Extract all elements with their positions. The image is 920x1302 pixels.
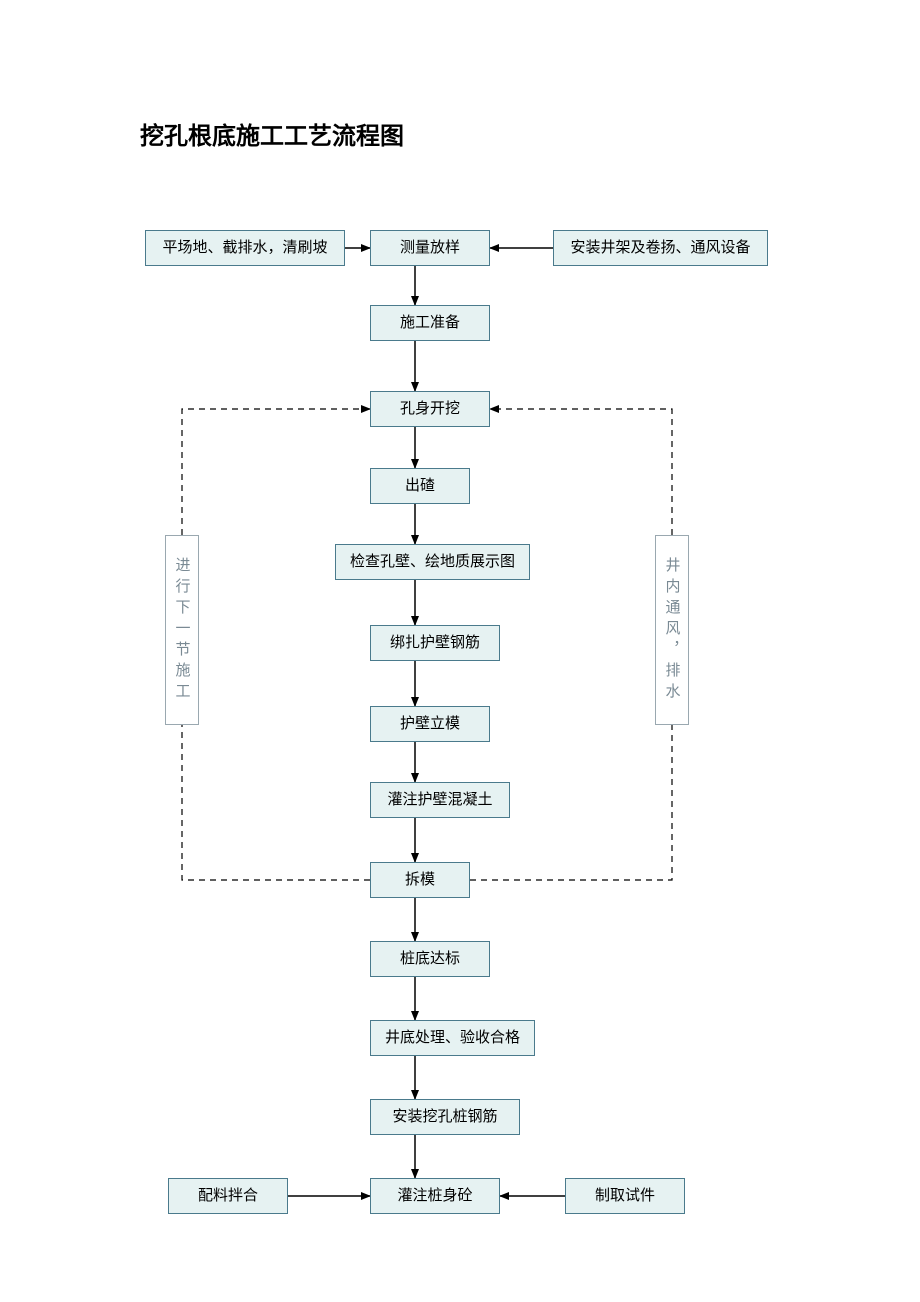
flow-node-n_remove: 出碴 <box>370 468 470 504</box>
flow-node-n_rebar: 绑扎护壁钢筋 <box>370 625 500 661</box>
flow-node-n_inspect: 井底处理、验收合格 <box>370 1020 535 1056</box>
flow-node-n_install: 安装挖孔桩钢筋 <box>370 1099 520 1135</box>
flow-node-n_sample: 制取试件 <box>565 1178 685 1214</box>
flow-node-n_pour_wall: 灌注护壁混凝土 <box>370 782 510 818</box>
flow-node-n_bottom: 桩底达标 <box>370 941 490 977</box>
flow-node-n_right_top: 安装井架及卷扬、通风设备 <box>553 230 768 266</box>
flow-node-n_pour_body: 灌注桩身砼 <box>370 1178 500 1214</box>
flow-node-n_strip: 拆模 <box>370 862 470 898</box>
side-label-side_left: 进行下一节施工 <box>165 535 199 725</box>
flow-node-n_left_top: 平场地、截排水，清刷坡 <box>145 230 345 266</box>
flow-node-n_formwork: 护壁立模 <box>370 706 490 742</box>
flow-node-n_prepare: 施工准备 <box>370 305 490 341</box>
side-label-side_right: 井内通风，排水 <box>655 535 689 725</box>
flow-node-n_mix: 配料拌合 <box>168 1178 288 1214</box>
flow-node-n_excavate: 孔身开挖 <box>370 391 490 427</box>
flow-node-n_measure: 测量放样 <box>370 230 490 266</box>
flow-node-n_check: 检查孔壁、绘地质展示图 <box>335 544 530 580</box>
page-title: 挖孔根底施工工艺流程图 <box>140 116 404 151</box>
